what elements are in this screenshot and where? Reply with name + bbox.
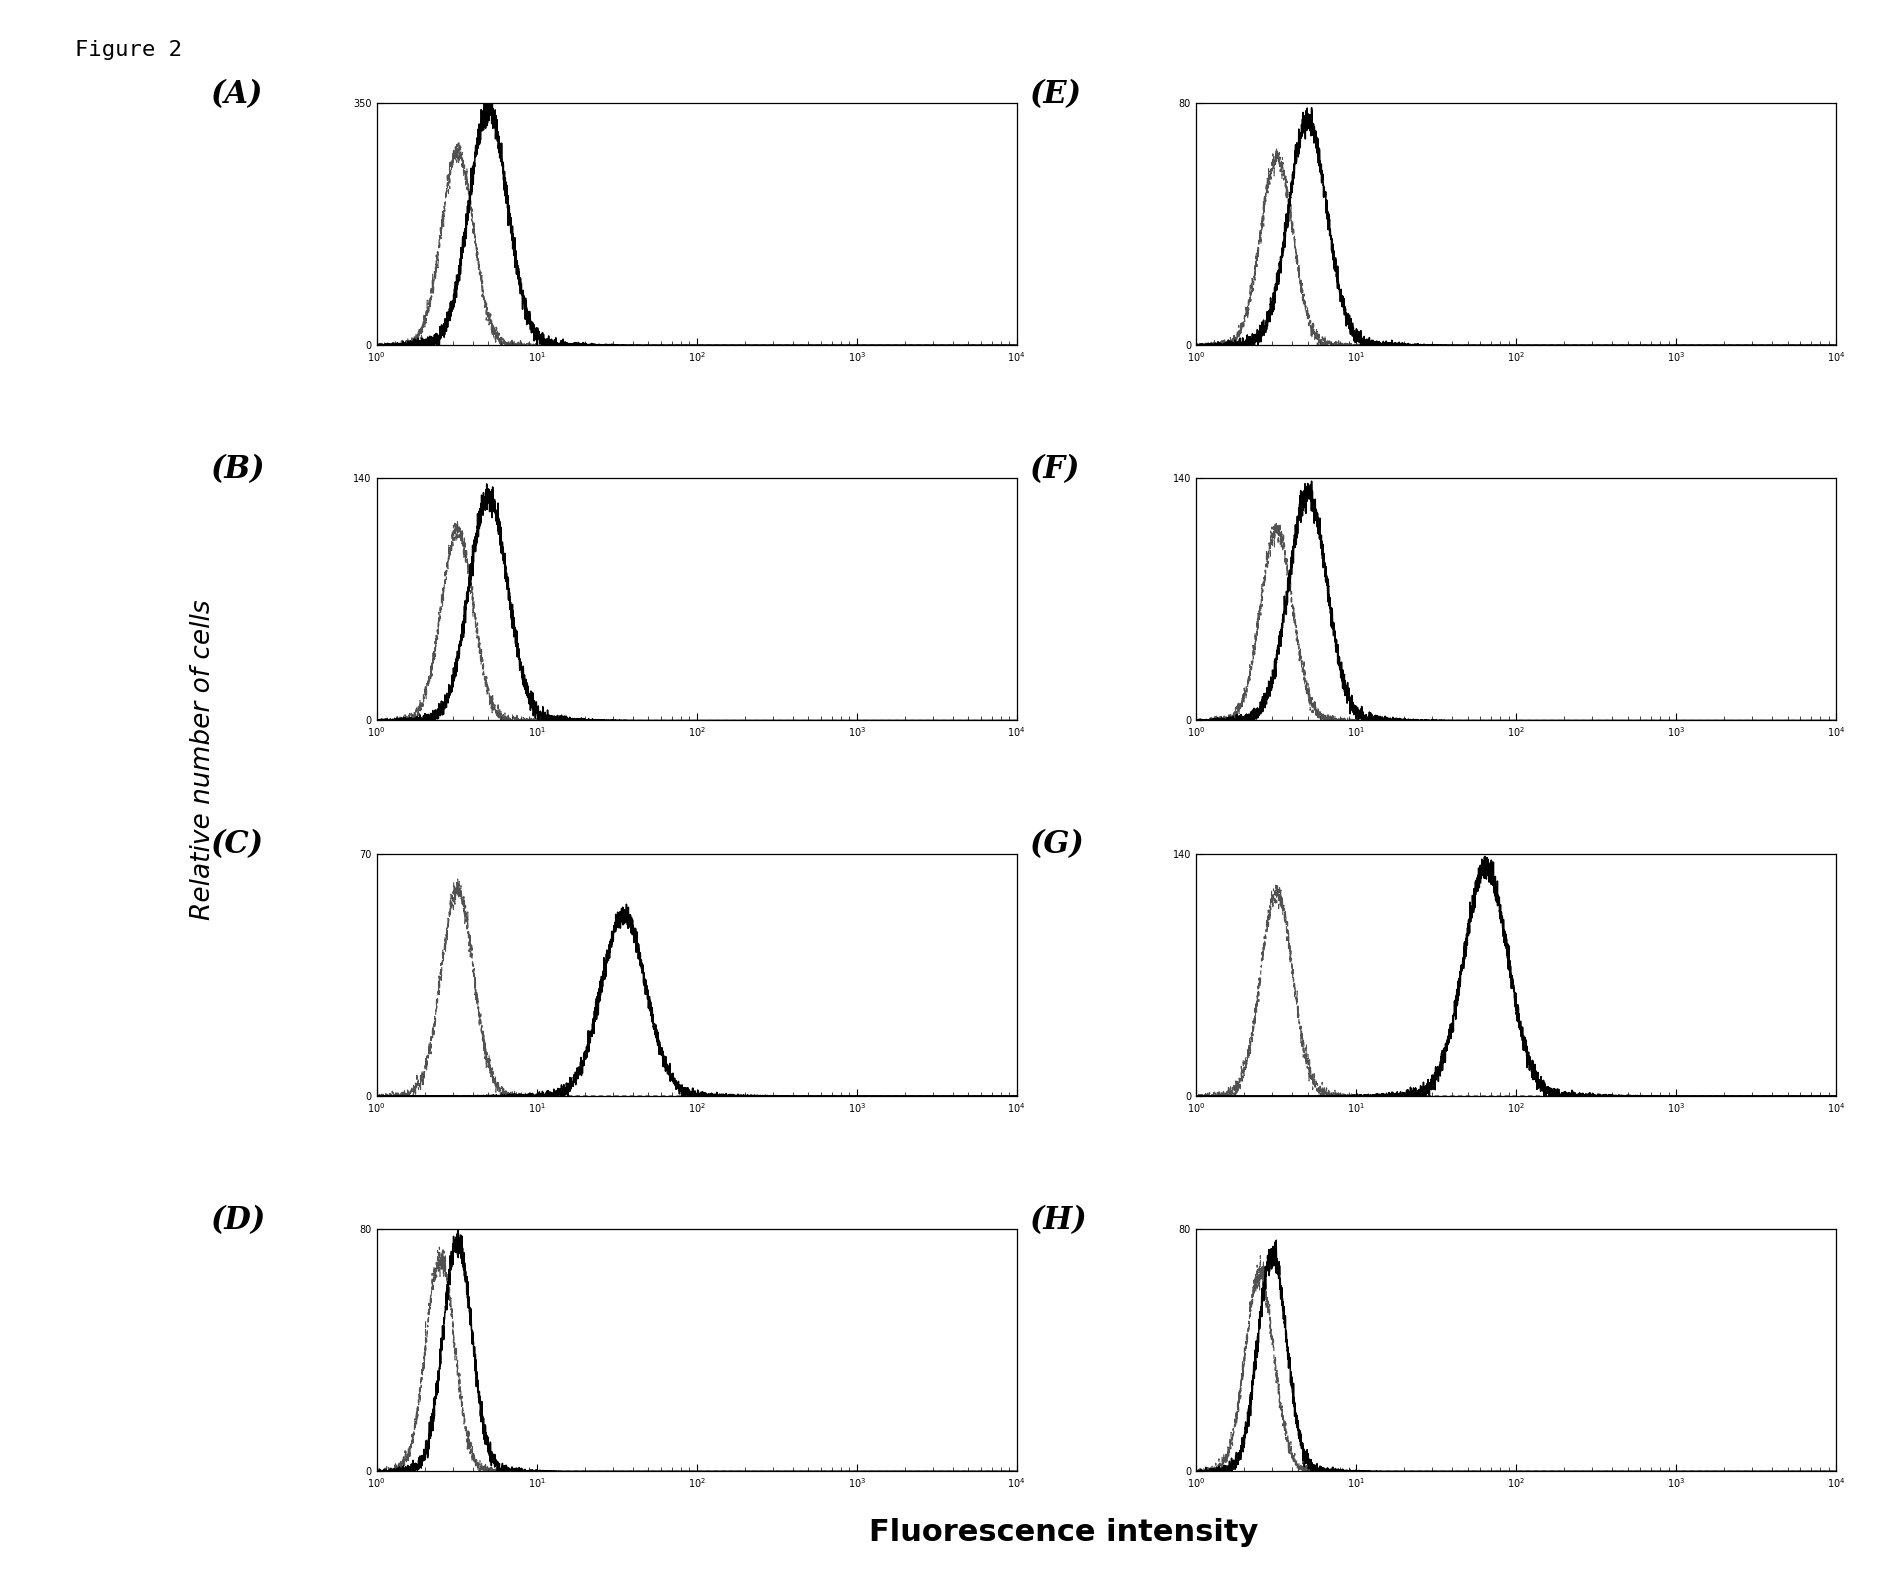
Text: Fluorescence intensity: Fluorescence intensity <box>869 1519 1257 1547</box>
Text: (E): (E) <box>1029 79 1080 109</box>
Text: Figure 2: Figure 2 <box>75 40 183 60</box>
Text: (G): (G) <box>1029 829 1084 861</box>
Text: (C): (C) <box>211 829 263 861</box>
Text: (A): (A) <box>211 79 262 109</box>
Text: Relative number of cells: Relative number of cells <box>190 600 216 919</box>
Text: (F): (F) <box>1029 454 1078 486</box>
Text: (H): (H) <box>1029 1205 1086 1236</box>
Text: (B): (B) <box>211 454 265 486</box>
Text: (D): (D) <box>211 1205 265 1236</box>
